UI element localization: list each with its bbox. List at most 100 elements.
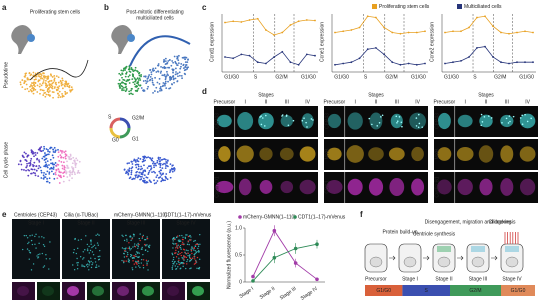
expression-point: [508, 32, 510, 35]
cell-dot: [158, 176, 161, 179]
cell-dot: [161, 74, 164, 77]
centriole-spot: [147, 245, 150, 247]
expression-point: [342, 62, 345, 65]
cell-dot: [141, 160, 144, 163]
cell-dot: [153, 182, 156, 185]
stage-label: Stage II: [77, 220, 94, 226]
panel-letter: a: [2, 3, 7, 12]
cell-dot: [119, 74, 122, 76]
cell-dot: [147, 173, 150, 176]
centriole-spot: [28, 250, 30, 252]
cell-dot: [58, 94, 60, 97]
panel-letter: c: [202, 3, 207, 12]
cell-dot: [42, 72, 45, 75]
phase-label: S: [425, 288, 429, 294]
cell-dot: [149, 168, 152, 171]
cell-dot: [23, 151, 26, 154]
centriole-spot: [197, 267, 200, 270]
cilium-spot: [181, 251, 183, 254]
centriole-spot: [380, 116, 382, 118]
centriole-spot: [137, 242, 139, 245]
centriole-spot: [194, 252, 196, 255]
cell-dot: [44, 165, 47, 168]
cell-dot: [183, 69, 186, 72]
cell-dot: [144, 75, 147, 78]
cilium-spot: [193, 247, 196, 249]
centriole-spot: [481, 121, 484, 123]
cell-dot: [31, 90, 33, 93]
cell-dot: [59, 80, 62, 83]
centriole-spot: [72, 251, 75, 254]
cell-dot: [128, 67, 131, 69]
column-label: IV: [305, 99, 310, 105]
cell-dot: [44, 161, 47, 164]
cell-dot: [61, 87, 64, 90]
cell-dot: [45, 163, 48, 166]
centriole-spot: [141, 237, 143, 239]
cell-dot: [41, 77, 44, 80]
cell-dot: [128, 167, 131, 170]
stained-nucleus: [299, 179, 316, 195]
centriole-spot: [138, 262, 140, 265]
cell-dot: [49, 90, 51, 92]
centriole-spot: [83, 257, 85, 259]
cell-dot: [40, 169, 43, 172]
cell-dot: [159, 156, 162, 159]
expression-point: [500, 31, 502, 34]
cell-dot: [62, 156, 65, 159]
centriole-spot: [135, 255, 137, 258]
cell-dot: [47, 148, 49, 151]
cell-dot: [132, 177, 135, 180]
cell-dot: [39, 149, 42, 152]
centriole-spot: [171, 260, 174, 263]
cell-dot: [155, 86, 158, 89]
cell-dot: [58, 90, 61, 93]
centriole-spot: [524, 113, 526, 116]
cell-dot: [138, 171, 141, 174]
phase-bar: [501, 285, 535, 296]
centriole-spot: [178, 240, 181, 243]
expression-point: [508, 62, 510, 65]
cell-dot: [38, 165, 41, 167]
cell-dot: [165, 158, 167, 161]
nucleus: [117, 286, 129, 296]
cilium-spot: [175, 249, 177, 252]
centriole-spot: [137, 245, 139, 248]
cell-dot: [43, 156, 46, 158]
expression-point: [424, 62, 426, 65]
expression-line: [224, 18, 316, 36]
centriole-spot: [93, 244, 96, 246]
centriole-spot: [31, 234, 33, 236]
cell-dot: [136, 158, 138, 161]
cell-dot: [53, 177, 56, 180]
expression-point: [240, 21, 243, 23]
centriole-spot: [138, 252, 141, 254]
centriole-spot: [312, 119, 314, 121]
cell-dot: [45, 86, 48, 89]
centriole-spot: [35, 233, 37, 236]
cell-dot: [39, 73, 41, 75]
cell-dot: [159, 162, 162, 165]
cell-dot: [50, 79, 53, 82]
centriole-spot: [285, 115, 288, 117]
cell-dot: [176, 64, 179, 67]
cell-dot: [167, 66, 169, 69]
row-label: Cyclin B1: [434, 176, 440, 197]
phase-label: G2/M: [469, 288, 481, 294]
cilium-spot: [146, 237, 149, 240]
cell-dot: [173, 168, 176, 170]
cell-dot: [130, 87, 133, 90]
cell-dot: [48, 151, 51, 153]
cell-dot: [161, 66, 164, 69]
cell-dot: [57, 81, 60, 84]
cell-dot: [163, 158, 165, 160]
cell-dot: [59, 175, 62, 177]
cell-dot: [180, 63, 183, 65]
cell-dot: [177, 62, 180, 65]
centriole-spot: [190, 258, 193, 261]
centriole-spot: [145, 245, 147, 247]
panel-title: Proliferating stem cells: [30, 9, 81, 15]
cell-dot: [26, 78, 29, 81]
cell-dot: [57, 76, 60, 79]
centriole-spot: [142, 267, 145, 269]
